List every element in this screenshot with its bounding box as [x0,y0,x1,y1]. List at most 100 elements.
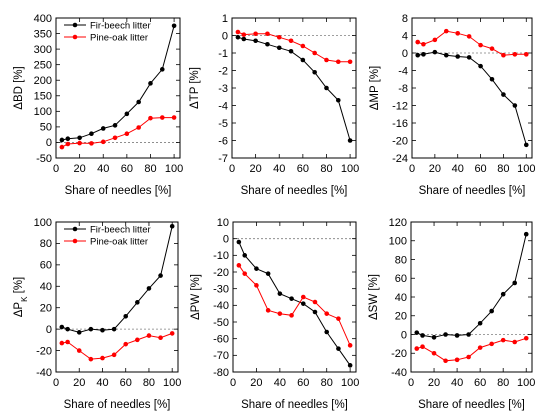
data-point [158,335,163,341]
data-point [523,142,529,148]
data-point [77,135,82,141]
y-axis-label: ΔTP [%] [189,67,201,109]
x-tick-label: 40 [96,377,108,389]
data-point [466,55,472,60]
y-tick-label: 10 [217,217,229,229]
y-tick-label: 300 [34,44,52,56]
y-tick-label: 100 [34,217,52,229]
data-point [112,123,118,128]
data-point [277,311,283,316]
data-point [236,239,242,245]
series-line-1 [238,241,351,366]
data-point [241,32,247,37]
data-point [265,41,270,47]
y-tick-label: 4 [402,30,408,42]
data-point [512,280,518,286]
data-point [88,356,94,362]
data-point [135,337,140,343]
data-point [443,28,449,34]
data-point [242,271,248,276]
y-tick-label: -2 [218,65,228,77]
y-tick-label: 150 [34,91,52,103]
y-tick-label: -12 [392,100,408,112]
data-point [77,140,82,146]
legend-swatch-marker [72,34,78,40]
data-point [335,97,341,103]
data-point [415,39,421,45]
data-point [312,309,318,315]
x-tick-label: 100 [517,163,535,175]
data-point [489,308,494,314]
data-point [123,313,129,319]
y-tick-label: 0 [401,329,407,341]
x-axis-label: Share of needles [%] [419,185,526,197]
series-line-1 [416,234,527,338]
x-tick-label: 60 [120,377,132,389]
legend-swatch-marker [72,226,78,232]
y-tick-label: -40 [36,367,52,379]
data-point [253,31,258,37]
data-point [443,358,448,364]
data-point [477,345,483,350]
data-point [500,291,506,297]
data-point [501,92,506,97]
legend-swatch-marker [72,22,78,28]
x-tick-label: 40 [273,163,285,175]
y-tick-label: 1 [222,13,228,25]
series-line-2 [61,332,173,360]
plot-frame [55,17,181,159]
x-tick-label: 80 [497,163,509,175]
x-axis-label: Share of needles [%] [65,185,172,197]
x-tick-label: 0 [53,377,59,389]
data-point [100,139,106,145]
data-point [312,299,318,305]
data-point [289,296,294,301]
y-tick-label: 20 [395,311,407,323]
x-axis-label: Share of needles [%] [64,399,171,411]
data-point [100,126,106,131]
data-point [253,38,258,44]
plot-frame [232,221,357,373]
x-tick-label: 60 [474,163,486,175]
data-point [432,37,438,43]
data-point [347,138,353,143]
data-point [65,136,71,142]
legend-entry-label: Pine-oak litter [90,32,148,43]
data-point [242,253,248,258]
x-tick-label: 60 [121,163,133,175]
series-line-2 [238,265,351,346]
y-tick-label: -60 [213,333,229,345]
series-line-2 [416,337,527,362]
data-point [111,352,117,358]
legend-entry-label: Fir-beech litter [90,224,151,235]
data-point [88,326,94,332]
y-tick-label: -20 [36,345,52,357]
y-tick-label: -4 [398,65,408,77]
y-tick-label: -40 [213,300,229,312]
y-tick-label: -50 [36,153,52,165]
data-point [254,266,259,271]
legend-entry-label: Pine-oak litter [90,236,148,247]
x-tick-label: 100 [341,163,359,175]
data-point [512,103,518,108]
data-point [501,52,506,58]
data-point [300,43,306,49]
x-tick-label: 20 [73,377,85,389]
data-point [265,308,271,313]
chart-panel-4: -40 -20 0 20 40 60 80 100 0 20 40 60 80 100 Share of n… [13,217,181,411]
y-tick-label: -20 [213,267,229,279]
data-point [89,141,94,146]
data-point [277,291,283,296]
data-point [112,135,118,141]
x-axis-label: Share of needles [%] [418,399,525,411]
x-tick-label: 60 [297,163,309,175]
y-tick-label: 40 [395,292,407,304]
data-point [466,354,471,360]
x-axis-label: Share of needles [%] [241,399,348,411]
y-tick-label: 0 [222,30,228,42]
data-point [477,320,483,326]
x-tick-label: 0 [230,377,236,389]
x-tick-label: 80 [497,377,509,389]
